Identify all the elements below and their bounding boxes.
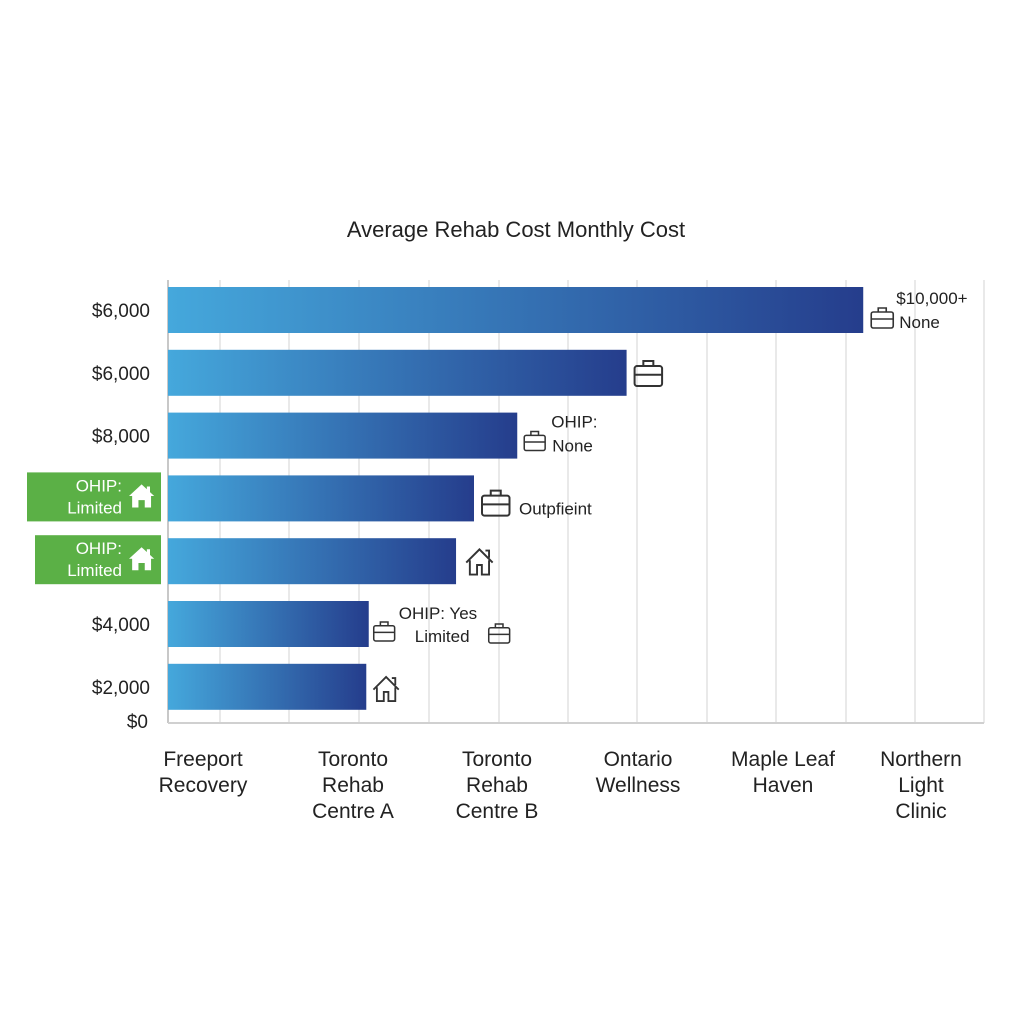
ohip-badge: OHIP: Limited <box>27 472 161 522</box>
x-category-label: Toronto Rehab Centre B <box>456 748 539 823</box>
bar-annotation: Outpfieint <box>481 489 592 518</box>
badge-text: Limited <box>67 561 122 580</box>
y-tick-label: $6,000 <box>92 301 150 322</box>
annotations: $10,000+ None OHIP: None Outpfieint OHIP: Yes… <box>372 289 968 703</box>
briefcase-icon <box>633 360 664 388</box>
y-zero-label: $0 <box>127 712 148 733</box>
badge-text: OHIP: <box>76 539 122 558</box>
y-tick-label: $6,000 <box>92 364 150 385</box>
badge-text: OHIP: <box>76 476 122 495</box>
bar <box>168 287 864 333</box>
briefcase-icon <box>481 489 511 517</box>
x-category-label: Toronto Rehab Centre A <box>312 748 394 823</box>
y-tick-label: $4,000 <box>92 615 150 636</box>
briefcase-icon <box>487 623 511 644</box>
bar-annotation: $10,000+ None <box>870 289 968 332</box>
x-category-label: Freeport Recovery <box>159 748 248 797</box>
bar-annotation <box>633 360 664 388</box>
annotation-text: OHIP: <box>551 413 597 432</box>
briefcase-icon <box>870 307 895 329</box>
bar <box>168 349 627 396</box>
y-tick-label: $8,000 <box>92 427 150 448</box>
annotation-text: None <box>552 437 593 456</box>
bar-annotation: OHIP: Yes Limited <box>372 604 511 646</box>
badges: OHIP: Limited OHIP: Limited <box>27 472 161 585</box>
y-tick-labels: $6,000 $6,000 $8,000 $4,000 $2,000 $0 <box>92 301 150 733</box>
house-outline-icon <box>372 675 400 703</box>
x-category-label: Ontario Wellness <box>596 748 681 797</box>
bar-annotation: OHIP: None <box>523 413 598 456</box>
bars <box>168 287 864 710</box>
x-category-labels: Freeport Recovery Toronto Rehab Centre A Toro… <box>159 748 962 823</box>
briefcase-icon <box>372 621 396 642</box>
house-icon <box>129 547 155 571</box>
bar <box>168 601 369 647</box>
bar <box>168 663 367 710</box>
annotation-text: OHIP: Yes <box>399 604 477 623</box>
annotation-text: Limited <box>415 627 470 646</box>
badge-text: Limited <box>67 498 122 517</box>
annotation-text: $10,000+ <box>896 289 967 308</box>
bar-annotation <box>372 675 400 703</box>
bar <box>168 475 474 522</box>
briefcase-icon <box>523 430 546 452</box>
x-category-label: Maple Leaf Haven <box>731 748 835 797</box>
ohip-badge: OHIP: Limited <box>35 535 161 585</box>
house-outline-icon <box>465 548 494 576</box>
bar <box>168 538 457 585</box>
y-tick-label: $2,000 <box>92 678 150 699</box>
bar-annotation <box>465 548 494 576</box>
bar <box>168 412 518 459</box>
annotation-text: Outpfieint <box>519 499 592 518</box>
annotation-text: None <box>899 313 940 332</box>
chart-title: Average Rehab Cost Monthly Cost <box>347 217 685 242</box>
x-category-label: Northern Light Clinic <box>880 748 962 823</box>
